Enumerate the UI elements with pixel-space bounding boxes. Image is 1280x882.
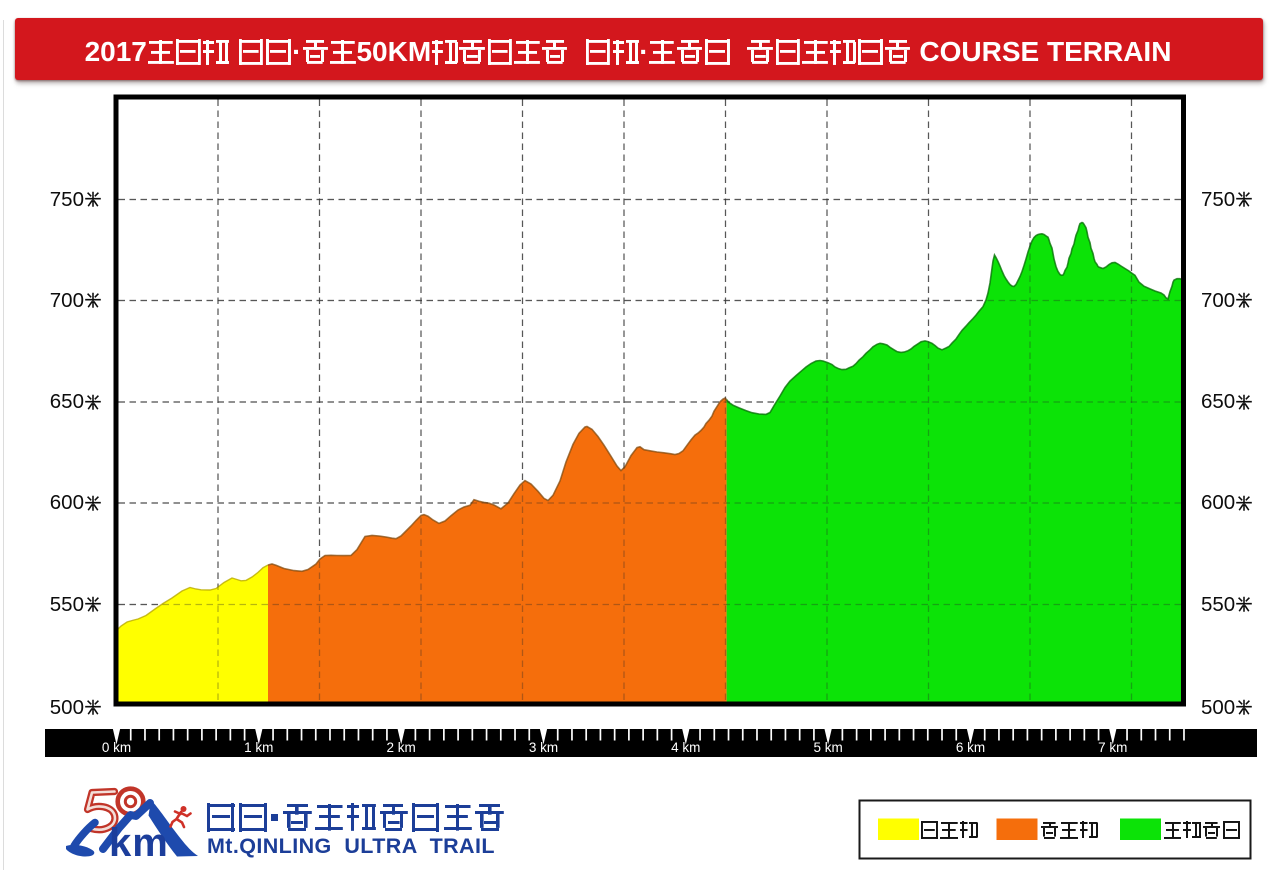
svg-text:km: km [109, 821, 169, 865]
